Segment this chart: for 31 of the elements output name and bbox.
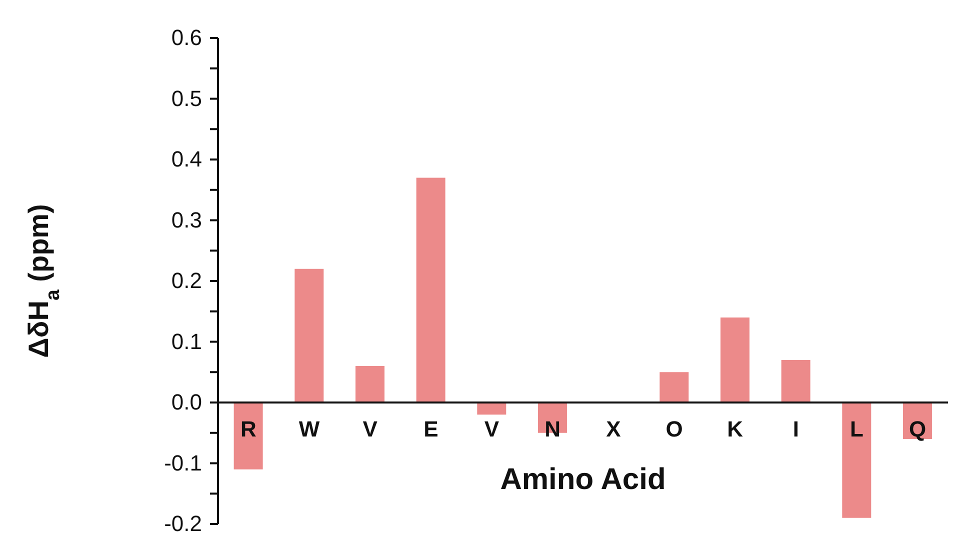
y-tick-label: 0.4 (171, 146, 202, 172)
x-tick-label: Q (909, 416, 926, 442)
bar (294, 268, 324, 402)
x-tick-label: N (544, 416, 561, 442)
y-tick-label: 0.3 (171, 207, 202, 232)
x-tick-label: I (792, 416, 799, 442)
y-tick-label: -0.2 (164, 511, 202, 536)
bar (781, 360, 810, 402)
x-tick-label: R (240, 416, 256, 442)
y-tick-label: 0.5 (171, 86, 202, 111)
x-tick-label: V (362, 416, 378, 442)
bar (660, 372, 689, 402)
bar (842, 402, 872, 518)
y-tick-label: 0.6 (171, 25, 202, 50)
x-tick-label: X (606, 416, 622, 442)
x-axis-title: Amino Acid (499, 462, 667, 496)
y-tick-label: 0.1 (171, 328, 202, 354)
x-tick-label: W (298, 416, 320, 442)
bar (720, 317, 750, 402)
x-tick-label: O (666, 416, 683, 442)
x-tick-label: E (424, 416, 438, 442)
x-tick-label: K (727, 416, 744, 442)
bar (416, 178, 446, 402)
y-tick-label: 0.0 (171, 390, 202, 414)
x-tick-label: L (850, 416, 864, 442)
x-tick-label: V (484, 416, 500, 442)
bar (234, 402, 263, 470)
y-tick-label: -0.1 (164, 450, 202, 476)
bar (355, 366, 384, 402)
y-tick-label: 0.2 (171, 268, 202, 293)
bar (477, 402, 506, 415)
